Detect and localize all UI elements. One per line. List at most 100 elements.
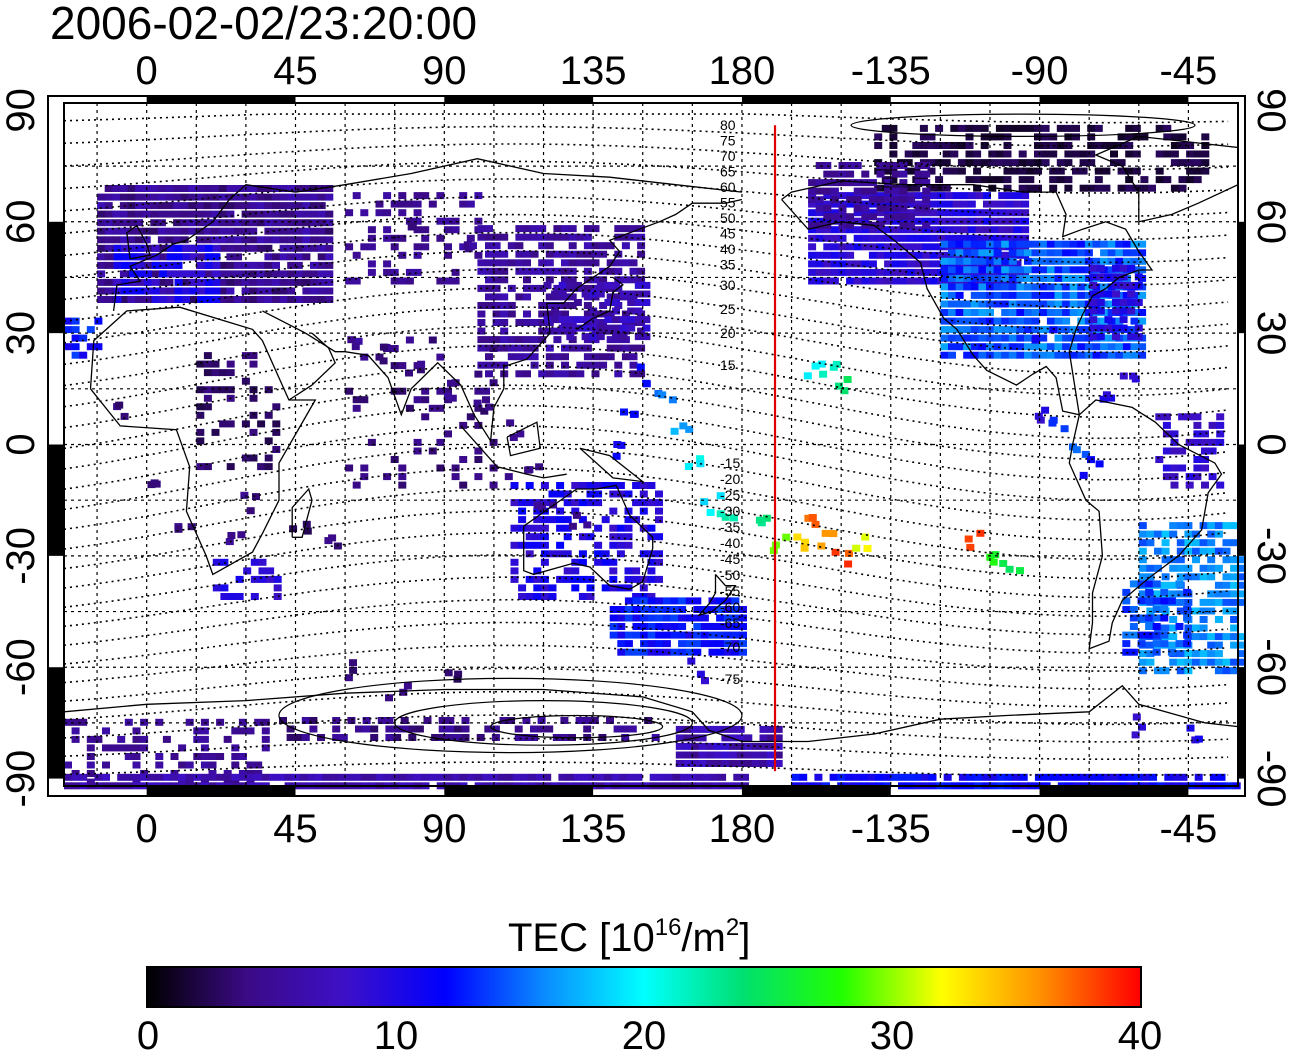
tec-cell: [1072, 446, 1081, 454]
tec-cell: [767, 742, 776, 750]
tec-cell: [170, 770, 179, 777]
tec-cell: [127, 236, 136, 244]
tec-cell: [616, 524, 625, 532]
tec-cell: [624, 597, 633, 605]
tec-cell: [649, 773, 658, 781]
tec-cell: [200, 735, 209, 743]
tec-cell: [1046, 343, 1055, 351]
tec-cell: [1094, 176, 1103, 184]
tec-cell: [272, 287, 280, 295]
colorbar-tick-label: 10: [373, 1014, 419, 1058]
tec-cell: [545, 310, 554, 318]
tec-cell: [952, 200, 961, 208]
tec-cell: [187, 523, 196, 531]
tec-cell: [212, 296, 221, 303]
tec-cell: [1107, 283, 1116, 291]
tec-cell: [257, 420, 266, 428]
tec-cell: [157, 236, 166, 244]
tec-cell: [1193, 167, 1202, 175]
coastline: [579, 447, 645, 483]
tec-cell: [662, 623, 671, 630]
tec-cell: [1110, 150, 1118, 158]
y-tick-label-left: -90: [0, 750, 43, 808]
tec-cell: [436, 387, 445, 395]
tec-cell: [551, 316, 560, 324]
tec-cell: [967, 226, 976, 234]
tec-cell: [1008, 343, 1017, 351]
tec-cell: [196, 411, 205, 419]
tec-cell: [533, 516, 542, 524]
tec-cell: [79, 334, 88, 342]
tec-cell: [538, 370, 547, 378]
tec-cell: [853, 200, 862, 208]
tec-cell: [576, 233, 585, 241]
tec-cell: [220, 593, 229, 600]
tec-cell: [627, 307, 636, 315]
tec-cell: [189, 278, 198, 286]
tec-cell: [929, 234, 938, 242]
tec-cell: [868, 226, 877, 234]
tec-cell: [963, 317, 972, 325]
tec-cell: [993, 283, 1002, 291]
tec-cell: [808, 277, 817, 285]
tec-cell: [840, 387, 849, 395]
tec-cell: [86, 343, 95, 351]
tec-cell: [140, 773, 149, 781]
tec-cell: [485, 403, 494, 411]
tec-cell: [219, 369, 228, 377]
tec-cell: [586, 499, 595, 507]
tec-cell: [182, 287, 191, 295]
tec-cell: [204, 253, 213, 261]
tec-cell: [220, 558, 229, 566]
tec-cell: [830, 192, 839, 200]
tec-cell: [405, 277, 414, 285]
tec-cell: [272, 261, 280, 269]
tec-cell: [861, 226, 870, 234]
tec-cell: [302, 185, 311, 192]
tec-cell: [844, 560, 853, 568]
tec-cell: [279, 270, 288, 278]
tec-cell: [767, 734, 776, 742]
tec-cell: [957, 124, 966, 132]
tec-cell: [261, 773, 270, 781]
tec-cell: [500, 293, 509, 301]
tec-cell: [1237, 581, 1246, 589]
tec-cell: [1145, 614, 1154, 622]
tec-cell: [634, 307, 643, 315]
tec-cell: [474, 473, 483, 481]
tec-cell: [1119, 281, 1128, 289]
tec-cell: [693, 614, 702, 622]
tec-cell: [1084, 266, 1093, 274]
tec-cell: [235, 593, 244, 600]
tec-cell: [1021, 234, 1030, 242]
tec-cell: [846, 170, 855, 178]
tec-cell: [995, 159, 1004, 167]
tec-cell: [963, 309, 972, 316]
tec-cell: [226, 261, 235, 269]
tec-cell: [273, 593, 282, 600]
mlat-contour: [63, 160, 1229, 194]
tec-cell: [698, 742, 707, 750]
tec-cell: [1115, 257, 1124, 265]
tec-cell: [436, 277, 445, 285]
tec-cell: [563, 490, 572, 498]
tec-cell: [466, 200, 475, 208]
tec-cell: [218, 261, 227, 269]
tec-cell: [189, 253, 198, 261]
tec-cell: [211, 369, 220, 377]
tec-cell: [174, 287, 183, 295]
tec-cell: [891, 204, 900, 212]
tec-cell: [507, 259, 516, 267]
tec-cell: [621, 725, 630, 733]
tec-cell: [279, 219, 288, 227]
tec-cell: [1125, 133, 1134, 141]
tec-cell: [835, 382, 843, 390]
tec-cell: [937, 234, 946, 242]
tec-cell: [1046, 317, 1055, 325]
tec-cell: [978, 351, 987, 359]
tec-cell: [576, 259, 585, 267]
tec-cell: [1092, 351, 1101, 359]
tec-cell: [889, 142, 898, 149]
tec-cell: [563, 533, 572, 541]
tec-cell: [604, 324, 613, 332]
